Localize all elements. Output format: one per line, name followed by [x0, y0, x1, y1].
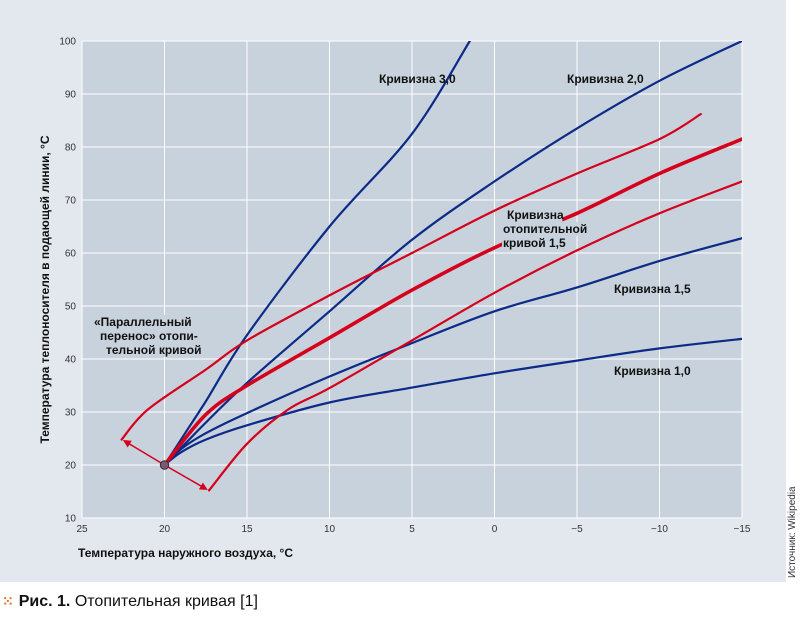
x-tick-label: −15: [734, 524, 751, 535]
label-heating-curve-line-1: Кривизна: [507, 208, 564, 222]
label-parallel-line-1: «Параллельный: [94, 315, 192, 329]
x-axis-title: Температура наружного воздуха, °C: [78, 546, 293, 560]
series-line-0: [163, 337, 742, 467]
y-tick-label: 80: [65, 143, 77, 154]
x-tick-label: 5: [409, 524, 415, 535]
caption-figure-number: Рис. 1.: [18, 593, 71, 610]
x-tick-label: 25: [76, 524, 88, 535]
y-tick-label: 10: [65, 514, 77, 525]
y-axis-title: Температура теплоносителя в подающей лин…: [38, 135, 52, 443]
label-heating-curve-line-2: отопительной: [503, 222, 587, 236]
label-curve-2-0: Кривизна 2,0: [567, 72, 644, 86]
label-parallel-line-3-bg: [105, 343, 203, 357]
shift-arrow-up: [122, 440, 165, 466]
y-tick-label: 20: [65, 461, 77, 472]
x-tick-label: −10: [651, 524, 668, 535]
label-parallel-line-3: тельной кривой: [106, 343, 201, 357]
shift-arrow-down: [164, 464, 208, 490]
y-tick-label: 100: [59, 37, 76, 48]
x-tick-label: 15: [241, 524, 253, 535]
x-tick-label: 10: [324, 524, 336, 535]
figure-caption: ⁙ Рис. 1. Отопительная кривая [1]: [2, 593, 258, 611]
y-tick-label: 70: [65, 196, 77, 207]
y-tick-label: 50: [65, 302, 77, 313]
caption-dots-icon: ⁙: [2, 593, 14, 609]
label-heating-curve-line-3: кривой 1,5: [503, 236, 566, 250]
label-parallel-line-2: перенос» отопи-: [100, 329, 198, 343]
x-tick-label: 20: [159, 524, 171, 535]
label-parallel-line-1-bg: [93, 315, 184, 329]
series-line-6: [207, 180, 742, 492]
heating-curve-chart: 25 20 15 10 5 0 −5 −10 −15102030405060708090100Т…: [38, 37, 751, 561]
label-curve-1-0: Кривизна 1,0: [614, 364, 691, 378]
label-curve-3-0: Кривизна 3,0: [379, 72, 456, 86]
origin-point: [159, 460, 170, 470]
y-tick-label: 40: [65, 355, 77, 366]
x-tick-label: −5: [571, 524, 583, 535]
y-tick-label: 30: [65, 408, 77, 419]
label-heating-curve-line-3-bg: [502, 236, 572, 250]
x-tick-label: 0: [492, 524, 498, 535]
label-heating-curve-line-2-bg: [502, 222, 586, 236]
series-line-5: [120, 113, 702, 441]
caption-text: Отопительная кривая [1]: [74, 593, 258, 610]
source-note: Источник: Wikipedia: [787, 486, 798, 578]
series-line-2: [163, 41, 742, 467]
series-line-3: [163, 41, 471, 467]
y-tick-label: 90: [65, 90, 77, 101]
label-parallel-line-2-bg: [99, 329, 203, 343]
series-line-4: [162, 137, 742, 467]
label-curve-1-5: Кривизна 1,5: [614, 282, 691, 296]
y-tick-label: 60: [65, 249, 77, 260]
label-heating-curve-line-1-bg: [506, 208, 563, 222]
